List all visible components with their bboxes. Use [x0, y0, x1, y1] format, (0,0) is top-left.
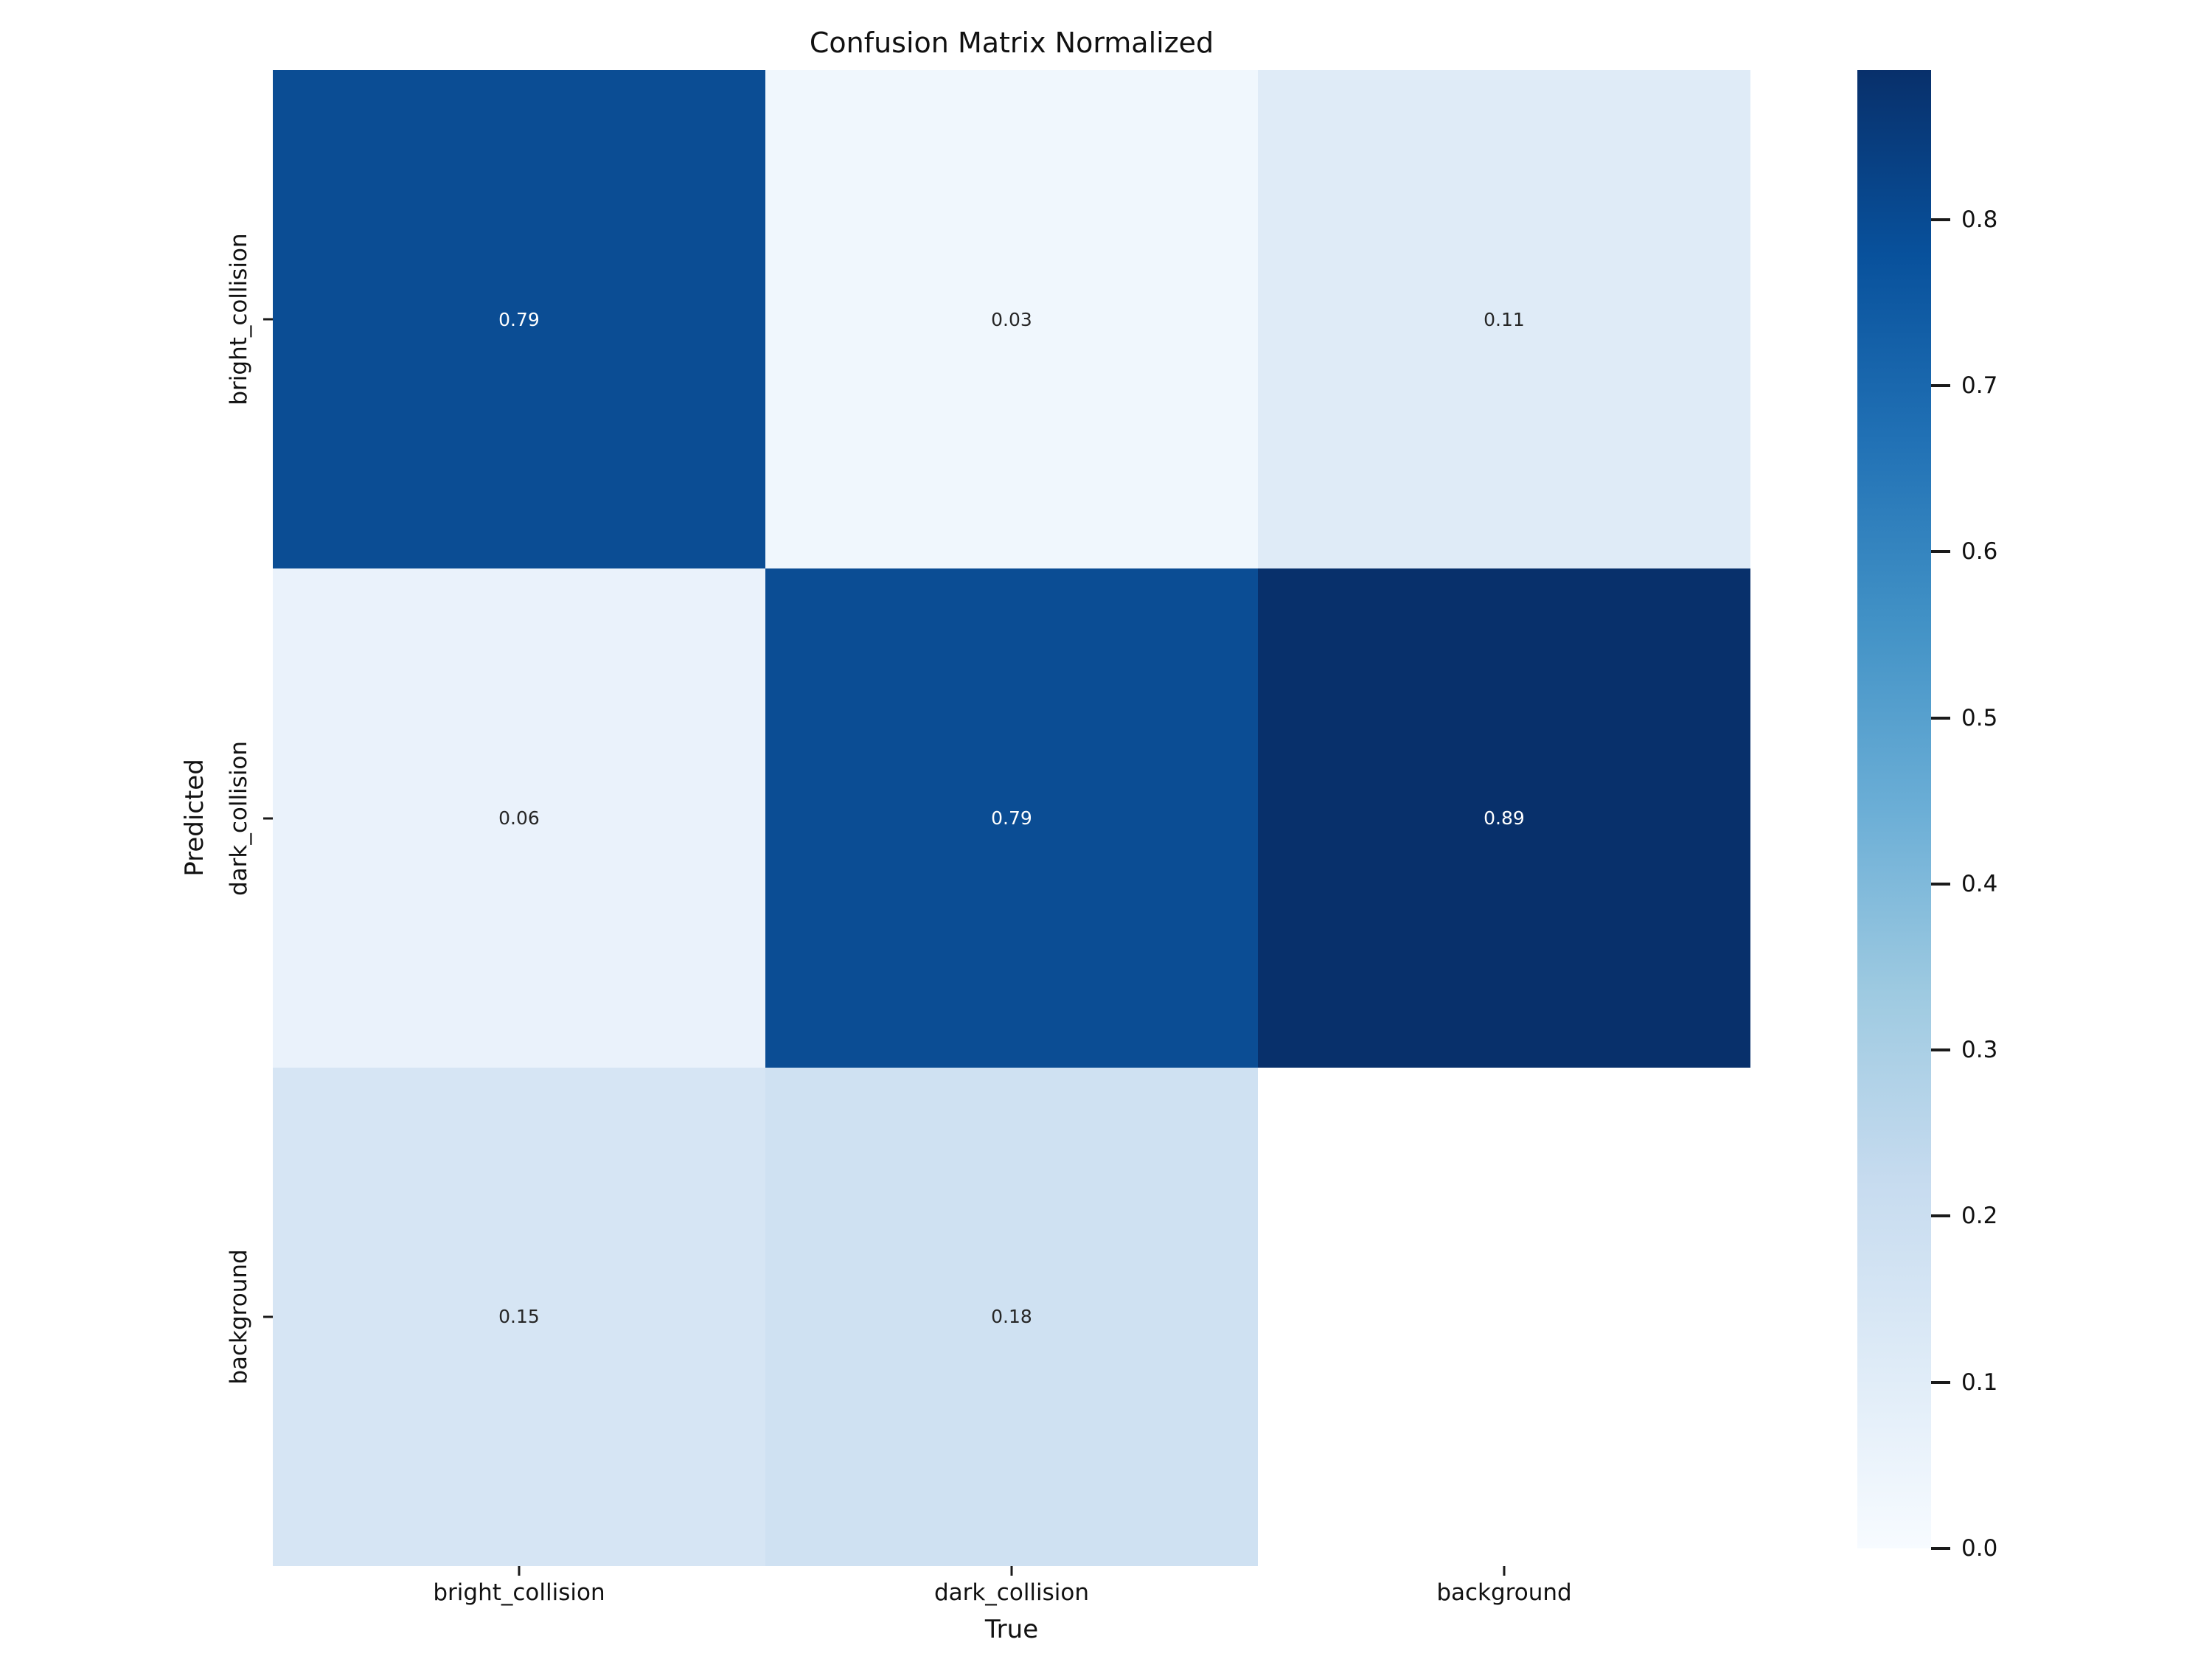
- x-tick-label: background: [1436, 1579, 1572, 1606]
- y-tick-label: dark_collision: [226, 740, 252, 896]
- cell-value: 0.79: [991, 807, 1032, 829]
- x-tick-mark: [1010, 1566, 1013, 1576]
- colorbar-tick-mark: [1931, 218, 1950, 221]
- y-tick-mark: [263, 318, 273, 321]
- colorbar-tick-mark: [1931, 882, 1950, 886]
- cell-value: 0.11: [1484, 308, 1525, 330]
- cell-value: 0.18: [991, 1306, 1032, 1328]
- colorbar-tick-mark: [1931, 1380, 1950, 1384]
- colorbar-tick-mark: [1931, 1547, 1950, 1550]
- heatmap-cell: 0.15: [273, 1067, 765, 1566]
- colorbar-tick-label: 0.0: [1961, 1535, 1998, 1562]
- colorbar-tick-label: 0.4: [1961, 870, 1998, 897]
- colorbar: [1857, 70, 1931, 1548]
- x-tick-label: dark_collision: [933, 1579, 1090, 1606]
- heatmap-cell: [1258, 1067, 1750, 1566]
- colorbar-tick-label: 0.7: [1961, 372, 1998, 400]
- y-tick-label: background: [226, 1249, 252, 1385]
- x-tick-mark: [518, 1566, 521, 1576]
- cell-value: 0.06: [498, 807, 540, 829]
- heatmap-cell: 0.79: [765, 568, 1258, 1068]
- colorbar-tick-mark: [1931, 550, 1950, 554]
- colorbar-tick-mark: [1931, 1048, 1950, 1052]
- heatmap-cell: 0.79: [273, 70, 765, 569]
- colorbar-tick-label: 0.8: [1961, 206, 1998, 233]
- cell-value: 0.03: [991, 308, 1032, 330]
- colorbar-tick-label: 0.2: [1961, 1203, 1998, 1230]
- heatmap-cell: 0.06: [273, 568, 765, 1068]
- colorbar-tick-mark: [1931, 384, 1950, 388]
- x-tick-mark: [1503, 1566, 1506, 1576]
- heatmap-cell: 0.11: [1258, 70, 1750, 569]
- chart-title: Confusion Matrix Normalized: [809, 27, 1214, 59]
- y-tick-label: bright_collision: [226, 233, 252, 406]
- colorbar-tick-label: 0.3: [1961, 1037, 1998, 1064]
- cell-value: 0.79: [498, 308, 540, 330]
- colorbar-tick-label: 0.6: [1961, 538, 1998, 566]
- heatmap-cell: 0.03: [765, 70, 1258, 569]
- colorbar-tick-label: 0.1: [1961, 1368, 1998, 1396]
- heatmap-cell: 0.89: [1258, 568, 1750, 1068]
- cell-value: 0.89: [1484, 807, 1525, 829]
- colorbar-tick-label: 0.5: [1961, 704, 1998, 731]
- y-tick-mark: [263, 817, 273, 819]
- heatmap-plot: 0.79 0.03 0.11 0.06 0.79 0.89 0.15 0.18: [273, 70, 1750, 1566]
- colorbar-tick-mark: [1931, 716, 1950, 720]
- heatmap-cell: 0.18: [765, 1067, 1258, 1566]
- cell-value: 0.15: [498, 1306, 540, 1328]
- colorbar-tick-mark: [1931, 1214, 1950, 1218]
- x-axis-label: True: [984, 1615, 1039, 1644]
- y-tick-mark: [263, 1315, 273, 1318]
- x-tick-label: bright_collision: [433, 1579, 605, 1606]
- y-axis-label: Predicted: [180, 759, 209, 877]
